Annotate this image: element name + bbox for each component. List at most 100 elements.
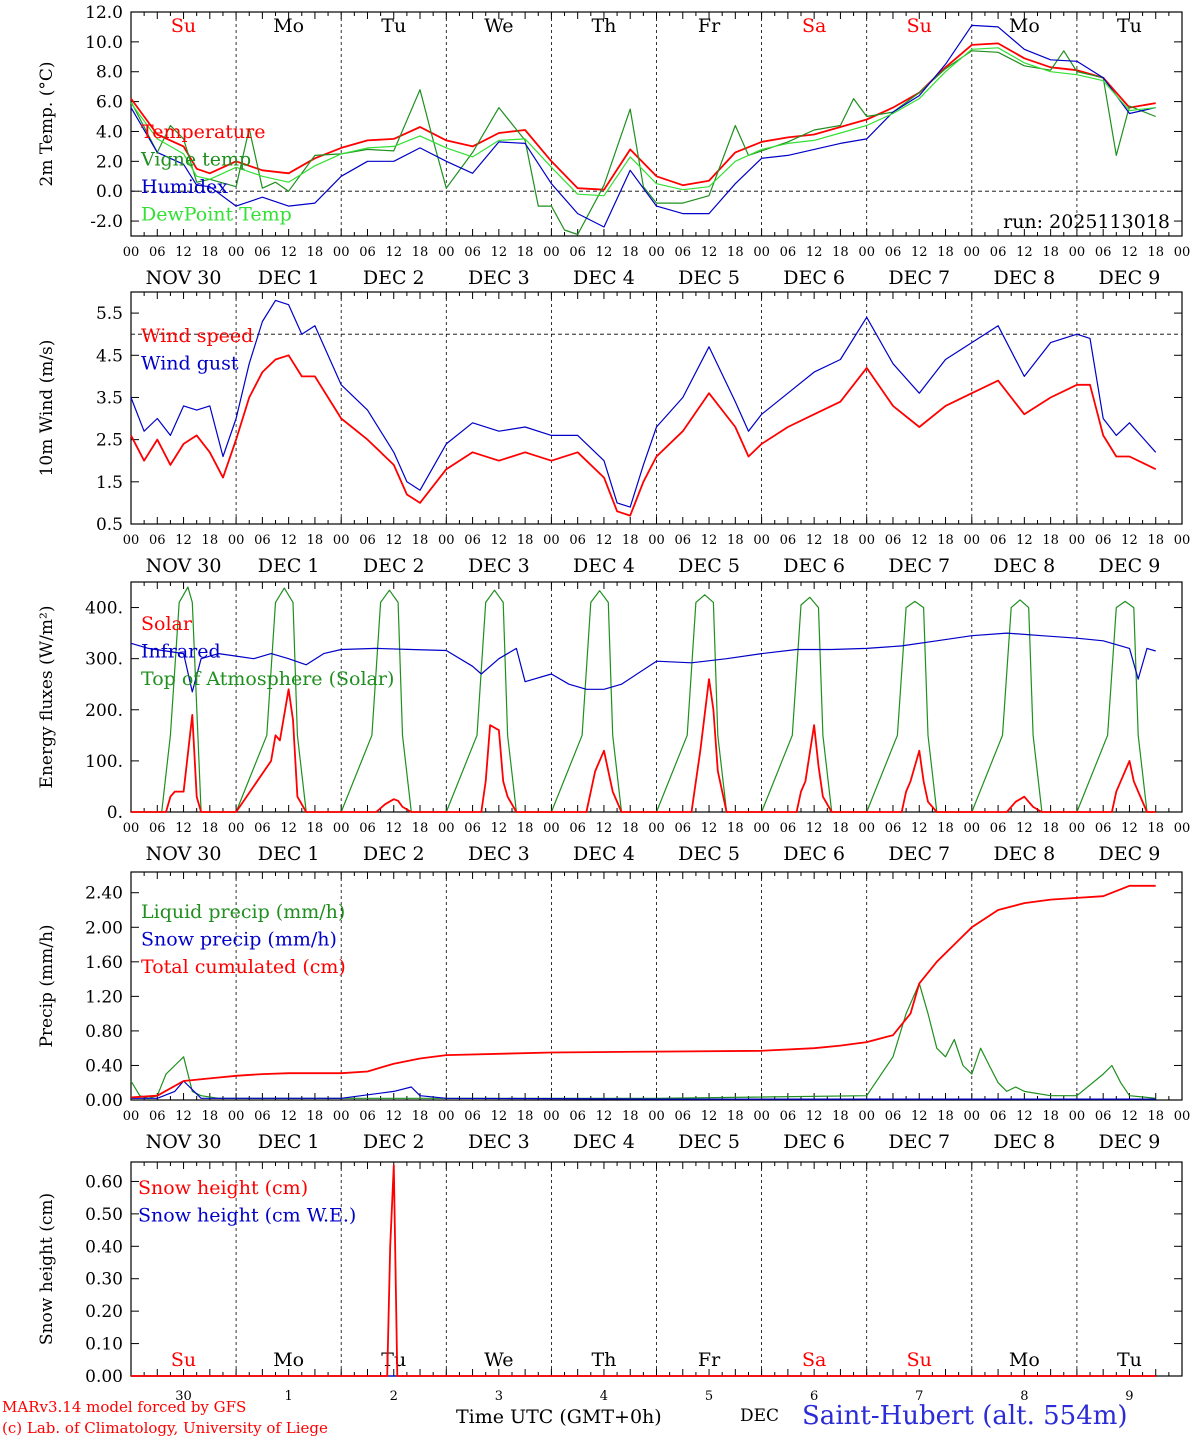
energy-y-tick-label: 0. — [107, 803, 123, 823]
temp-hour-label: 18 — [832, 245, 849, 260]
precip-hour-label: 06 — [990, 1109, 1007, 1124]
wind-hour-label: 06 — [359, 533, 376, 548]
temp-series-vigne-temp — [130, 50, 1156, 236]
wind-hour-label: 12 — [385, 533, 402, 548]
energy-series-solar — [131, 678, 1156, 813]
wind-date-label: DEC 2 — [363, 555, 425, 577]
energy-hour-label: 06 — [359, 821, 376, 836]
temp-y-tick-label: 0.0 — [96, 182, 123, 202]
energy-date-label: DEC 3 — [468, 843, 530, 865]
wind-hour-label: 06 — [1095, 533, 1112, 548]
temp-hour-label: 00 — [543, 245, 560, 260]
precip-hour-label: 12 — [806, 1109, 823, 1124]
energy-hour-label: 18 — [517, 821, 534, 836]
energy-legend-entry: Infrared — [141, 641, 221, 663]
energy-hour-label: 12 — [806, 821, 823, 836]
energy-date-label: DEC 7 — [888, 843, 950, 865]
snow-legend-entry: Snow height (cm W.E.) — [138, 1205, 356, 1227]
energy-hour-label: 06 — [675, 821, 692, 836]
temp-hour-label: 00 — [648, 245, 665, 260]
wind-date-label: DEC 4 — [573, 555, 635, 577]
energy-date-label: DEC 5 — [678, 843, 740, 865]
energy-y-tick-label: 200. — [85, 701, 123, 721]
temp-hour-label: 18 — [517, 245, 534, 260]
energy-series-top-of-atmosphere-solar — [131, 586, 1156, 813]
wind-y-tick-label: 2.5 — [96, 431, 123, 451]
wind-date-label: DEC 9 — [1099, 555, 1161, 577]
precip-legend-entry: Total cumulated (cm) — [141, 956, 346, 978]
day-name-bottom: Su — [907, 1349, 932, 1371]
energy-hour-label: 12 — [701, 821, 718, 836]
precip-hour-label: 06 — [254, 1109, 271, 1124]
precip-hour-label: 18 — [412, 1109, 429, 1124]
energy-date-label: NOV 30 — [146, 843, 222, 865]
date-number-label: 7 — [915, 1389, 923, 1404]
temp-series-dewpoint-temp — [130, 47, 1156, 197]
date-number-label: 1 — [285, 1389, 293, 1404]
precip-hour-label: 12 — [1016, 1109, 1033, 1124]
temp-hour-label: 18 — [412, 245, 429, 260]
precip-hour-label: 12 — [280, 1109, 297, 1124]
temp-date-label: DEC 7 — [888, 267, 950, 289]
precip-hour-label: 00 — [753, 1109, 770, 1124]
precip-series-snow-precip-mm-h — [131, 1080, 1156, 1100]
day-name-top: Su — [907, 15, 932, 37]
precip-hour-label: 18 — [517, 1109, 534, 1124]
date-number-label: 4 — [600, 1389, 608, 1404]
energy-y-tick-label: 300. — [85, 650, 123, 670]
temp-hour-label: 06 — [569, 245, 586, 260]
wind-y-tick-label: 0.5 — [96, 515, 123, 535]
temp-legend-entry: DewPoint Temp — [141, 204, 292, 226]
precip-y-tick-label: 1.20 — [85, 987, 123, 1007]
energy-panel: 0. 100. 200. 300. 400. Energy fluxes (W/m²) 00… — [37, 581, 1190, 865]
precip-y-tick-label: 2.00 — [85, 918, 123, 938]
precip-panel: 0.00 0.40 0.80 1.20 1.60 2.00 2.40 Precip (mm/h… — [37, 871, 1190, 1153]
energy-hour-label: 00 — [333, 821, 350, 836]
temp-panel: -2.0 0.0 2.0 4.0 6.0 8.0 10.0 12.0 2m Temp. (°C)… — [37, 3, 1190, 289]
temp-y-tick-label: 2.0 — [96, 152, 123, 172]
temp-y-tick-label: 6.0 — [96, 93, 123, 113]
day-name-bottom: We — [484, 1349, 513, 1371]
day-name-bottom: Sa — [802, 1349, 826, 1371]
wind-hour-label: 06 — [990, 533, 1007, 548]
temp-hour-label: 12 — [385, 245, 402, 260]
precip-date-label: DEC 7 — [888, 1131, 950, 1153]
energy-y-tick-label: 400. — [85, 599, 123, 619]
snow-y-tick-label: 0.10 — [85, 1335, 123, 1355]
wind-hour-label: 12 — [175, 533, 192, 548]
temp-hour-label: 18 — [202, 245, 219, 260]
temp-y-axis-title: 2m Temp. (°C) — [37, 61, 57, 186]
date-number-label: 30 — [175, 1389, 192, 1404]
precip-hour-label: 06 — [569, 1109, 586, 1124]
energy-hour-label: 12 — [1016, 821, 1033, 836]
day-name-bottom: Su — [171, 1349, 196, 1371]
energy-date-label: DEC 2 — [363, 843, 425, 865]
precip-y-tick-label: 0.00 — [85, 1091, 123, 1111]
wind-series-wind-speed — [130, 354, 1157, 517]
location-title: Saint-Hubert (alt. 554m) — [802, 1401, 1128, 1431]
temp-hour-label: 06 — [780, 245, 797, 260]
energy-date-label: DEC 4 — [573, 843, 635, 865]
temp-series-humidex — [130, 24, 1156, 228]
precip-hour-label: 00 — [333, 1109, 350, 1124]
wind-hour-label: 00 — [858, 533, 875, 548]
energy-hour-label: 18 — [202, 821, 219, 836]
wind-hour-label: 18 — [307, 533, 324, 548]
temp-y-tick-label: -2.0 — [90, 212, 123, 232]
temp-hour-label: 00 — [1069, 245, 1086, 260]
energy-hour-label: 12 — [175, 821, 192, 836]
precip-hour-label: 00 — [543, 1109, 560, 1124]
wind-hour-label: 00 — [333, 533, 350, 548]
wind-series-wind-gust — [130, 299, 1157, 508]
snow-y-tick-label: 0.50 — [85, 1205, 123, 1225]
precip-hour-label: 06 — [464, 1109, 481, 1124]
precip-series-total-cumulated-cm — [130, 884, 1156, 1099]
day-name-bottom: Tu — [381, 1349, 406, 1371]
day-name-top: Mo — [273, 15, 304, 37]
precip-y-tick-label: 1.60 — [85, 953, 123, 973]
wind-y-tick-label: 5.5 — [96, 304, 123, 324]
temp-date-label: DEC 3 — [468, 267, 530, 289]
temp-hour-label: 06 — [149, 245, 166, 260]
day-name-bottom: Mo — [1009, 1349, 1040, 1371]
